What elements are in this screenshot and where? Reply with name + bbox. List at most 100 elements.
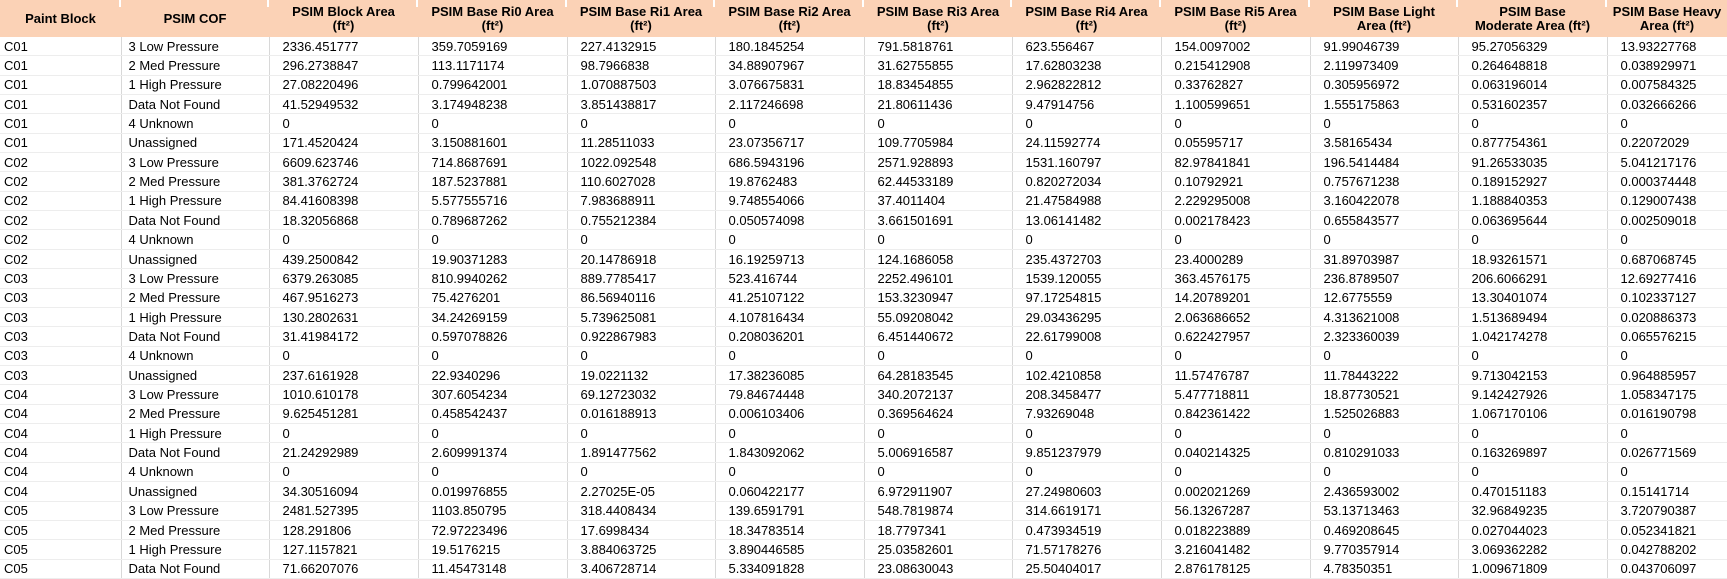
cell-area-value[interactable]: 31.41984172 — [269, 326, 419, 347]
cell-area-value[interactable]: 0.006103406 — [715, 404, 865, 425]
cell-psim-cof[interactable]: 3 Low Pressure — [121, 268, 270, 289]
cell-psim-cof[interactable]: 4 Unknown — [121, 346, 270, 367]
cell-area-value[interactable]: 0 — [269, 113, 419, 134]
cell-area-value[interactable]: 11.45473148 — [418, 559, 568, 579]
cell-area-value[interactable]: 0.877754361 — [1458, 133, 1608, 154]
cell-paint-block[interactable]: C01 — [0, 55, 122, 76]
cell-area-value[interactable]: 113.1171174 — [418, 55, 568, 76]
cell-area-value[interactable]: 2.119973409 — [1310, 55, 1459, 76]
cell-area-value[interactable]: 0 — [269, 229, 419, 250]
cell-paint-block[interactable]: C02 — [0, 171, 122, 192]
cell-area-value[interactable]: 0.016190798 — [1607, 404, 1727, 425]
cell-area-value[interactable]: 0 — [1607, 423, 1727, 444]
cell-area-value[interactable]: 0 — [715, 229, 865, 250]
cell-area-value[interactable]: 3.174948238 — [418, 94, 568, 115]
cell-area-value[interactable]: 0 — [1161, 462, 1311, 483]
cell-area-value[interactable]: 0.305956972 — [1310, 75, 1459, 95]
cell-area-value[interactable]: 1010.610178 — [269, 384, 419, 405]
cell-area-value[interactable]: 23.08630043 — [864, 559, 1013, 579]
cell-area-value[interactable]: 82.97841841 — [1161, 152, 1311, 173]
cell-area-value[interactable]: 0.043706097 — [1607, 559, 1727, 579]
cell-paint-block[interactable]: C02 — [0, 152, 122, 173]
cell-paint-block[interactable]: C01 — [0, 113, 122, 134]
column-header-base-ri0-area[interactable]: PSIM Base Ri0 Area (ft²) — [418, 0, 567, 37]
cell-area-value[interactable]: 0.102337127 — [1607, 288, 1727, 308]
cell-paint-block[interactable]: C03 — [0, 307, 122, 328]
cell-area-value[interactable]: 0.052341821 — [1607, 520, 1727, 541]
cell-area-value[interactable]: 31.89703987 — [1310, 249, 1459, 270]
cell-paint-block[interactable]: C04 — [0, 442, 122, 463]
cell-area-value[interactable]: 0 — [1458, 113, 1608, 134]
cell-area-value[interactable]: 34.88907967 — [715, 55, 865, 76]
cell-area-value[interactable]: 5.334091828 — [715, 559, 865, 579]
cell-area-value[interactable]: 0 — [1310, 229, 1459, 250]
cell-area-value[interactable]: 2336.451777 — [269, 37, 419, 57]
cell-area-value[interactable]: 1.009671809 — [1458, 559, 1608, 579]
cell-area-value[interactable]: 714.8687691 — [418, 152, 568, 173]
cell-area-value[interactable]: 0.22072029 — [1607, 133, 1727, 154]
cell-psim-cof[interactable]: 2 Med Pressure — [121, 171, 270, 192]
cell-area-value[interactable]: 791.5818761 — [864, 37, 1013, 57]
cell-psim-cof[interactable]: 1 High Pressure — [121, 75, 270, 95]
cell-area-value[interactable]: 20.14786918 — [567, 249, 716, 270]
cell-area-value[interactable]: 3.069362282 — [1458, 539, 1608, 560]
cell-paint-block[interactable]: C05 — [0, 559, 122, 579]
cell-area-value[interactable]: 4.107816434 — [715, 307, 865, 328]
cell-area-value[interactable]: 32.96849235 — [1458, 501, 1608, 521]
cell-area-value[interactable]: 139.6591791 — [715, 501, 865, 521]
cell-area-value[interactable]: 127.1157821 — [269, 539, 419, 560]
cell-psim-cof[interactable]: 2 Med Pressure — [121, 55, 270, 76]
cell-area-value[interactable]: 0.050574098 — [715, 210, 865, 231]
cell-area-value[interactable]: 0.922867983 — [567, 326, 716, 347]
cell-area-value[interactable]: 18.32056868 — [269, 210, 419, 231]
cell-area-value[interactable]: 0 — [1458, 346, 1608, 367]
cell-area-value[interactable]: 9.851237979 — [1012, 442, 1162, 463]
cell-area-value[interactable]: 9.625451281 — [269, 404, 419, 425]
cell-area-value[interactable]: 0.655843577 — [1310, 210, 1459, 231]
cell-area-value[interactable]: 17.6998434 — [567, 520, 716, 541]
cell-area-value[interactable]: 2.876178125 — [1161, 559, 1311, 579]
cell-area-value[interactable]: 11.57476787 — [1161, 365, 1311, 386]
cell-area-value[interactable]: 7.93269048 — [1012, 404, 1162, 425]
cell-psim-cof[interactable]: 3 Low Pressure — [121, 37, 270, 57]
cell-psim-cof[interactable]: Data Not Found — [121, 559, 270, 579]
cell-area-value[interactable]: 21.47584988 — [1012, 191, 1162, 212]
cell-area-value[interactable]: 0 — [418, 423, 568, 444]
cell-area-value[interactable]: 467.9516273 — [269, 288, 419, 308]
cell-area-value[interactable]: 2.609991374 — [418, 442, 568, 463]
cell-area-value[interactable]: 0 — [567, 113, 716, 134]
cell-area-value[interactable]: 91.99046739 — [1310, 37, 1459, 57]
cell-area-value[interactable]: 0 — [1012, 229, 1162, 250]
cell-area-value[interactable]: 2252.496101 — [864, 268, 1013, 289]
cell-area-value[interactable]: 0.027044023 — [1458, 520, 1608, 541]
cell-area-value[interactable]: 5.477718811 — [1161, 384, 1311, 405]
cell-area-value[interactable]: 0 — [1607, 113, 1727, 134]
cell-area-value[interactable]: 0.208036201 — [715, 326, 865, 347]
cell-area-value[interactable]: 1.067170106 — [1458, 404, 1608, 425]
cell-paint-block[interactable]: C04 — [0, 384, 122, 405]
cell-area-value[interactable]: 889.7785417 — [567, 268, 716, 289]
cell-area-value[interactable]: 1.555175863 — [1310, 94, 1459, 115]
cell-area-value[interactable]: 0.820272034 — [1012, 171, 1162, 192]
cell-area-value[interactable]: 0 — [418, 462, 568, 483]
cell-area-value[interactable]: 0.063196014 — [1458, 75, 1608, 95]
cell-area-value[interactable]: 16.19259713 — [715, 249, 865, 270]
cell-area-value[interactable]: 0 — [864, 113, 1013, 134]
cell-area-value[interactable]: 13.30401074 — [1458, 288, 1608, 308]
cell-area-value[interactable]: 0.33762827 — [1161, 75, 1311, 95]
cell-area-value[interactable]: 18.93261571 — [1458, 249, 1608, 270]
column-header-base-ri4-area[interactable]: PSIM Base Ri4 Area (ft²) — [1012, 0, 1161, 37]
cell-area-value[interactable]: 686.5943196 — [715, 152, 865, 173]
cell-area-value[interactable]: 0 — [864, 423, 1013, 444]
cell-area-value[interactable]: 0 — [715, 113, 865, 134]
cell-area-value[interactable]: 0.007584325 — [1607, 75, 1727, 95]
cell-area-value[interactable]: 31.62755855 — [864, 55, 1013, 76]
cell-area-value[interactable]: 0 — [567, 229, 716, 250]
cell-area-value[interactable]: 109.7705984 — [864, 133, 1013, 154]
cell-area-value[interactable]: 363.4576175 — [1161, 268, 1311, 289]
cell-area-value[interactable]: 314.6619171 — [1012, 501, 1162, 521]
cell-area-value[interactable]: 19.8762483 — [715, 171, 865, 192]
cell-area-value[interactable]: 0 — [864, 229, 1013, 250]
cell-area-value[interactable]: 11.78443222 — [1310, 365, 1459, 386]
cell-paint-block[interactable]: C02 — [0, 229, 122, 250]
